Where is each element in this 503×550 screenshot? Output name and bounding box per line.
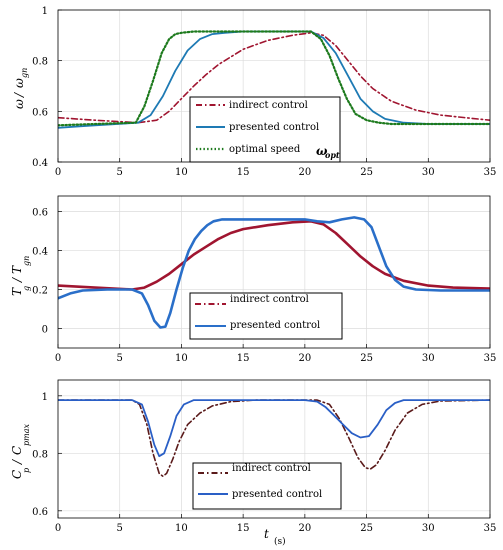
panel-speed-annotation: ω [316,144,328,158]
series-line-presented-control [58,399,490,458]
x-axis-label: t [264,527,269,541]
panel-speed-ylabel-slash: / [12,91,26,98]
x-tick-label: 35 [484,353,497,364]
x-tick-label: 35 [484,167,497,178]
panel-torque-ylabel-T2: T [10,265,24,274]
x-tick-label: 20 [298,353,311,364]
panel-cp-grid [58,380,490,518]
panel-speed: 0 5 10 15 20 25 30 35 0.4 0.6 0.8 1 ω / ω gn indire… [12,6,496,178]
panel-torque-ylabel-T-sub: g [22,286,31,291]
y-tick-label: 0.4 [32,247,48,258]
x-tick-label: 25 [360,167,373,178]
y-tick-label: 1 [42,392,48,403]
x-tick-label: 10 [175,523,188,534]
panel-torque-ylabel-T2-sub: gn [22,256,31,266]
panel-power-coefficient: 0 5 10 15 20 25 30 35 0.6 0.8 1 C p / C pmax indir… [10,379,496,534]
x-tick-label: 0 [55,167,61,178]
y-tick-label: 0.4 [32,158,48,169]
legend-optimal-label: optimal speed [229,144,301,155]
y-tick-label: 0.8 [32,57,48,68]
x-tick-label: 20 [298,523,311,534]
y-tick-label: 0.6 [32,107,48,118]
legend-indirect-label: indirect control [229,100,308,111]
panel-torque-frame [57,195,491,349]
legend-torque-indirect-label: indirect control [230,294,309,305]
legend-cp-presented-label: presented control [232,489,322,500]
panel-speed-legend: indirect control presented control optim… [189,96,341,163]
panel-cp-legend: indirect control presented control [192,462,342,510]
panel-cp-ticks: 0 5 10 15 20 25 30 35 0.6 0.8 1 [32,392,496,534]
panel-torque-ylabel-slash: / [10,276,24,283]
y-tick-label: 0 [42,325,48,336]
y-tick-label: 0.8 [32,449,48,460]
x-tick-label: 0 [55,523,61,534]
panel-cp-ylabel-slash: / [10,458,24,465]
panel-cp-ylabel-C-sub: p [22,468,31,473]
panel-torque-series [58,216,490,329]
y-tick-label: 0.2 [32,286,48,297]
y-tick-label: 1 [42,6,48,17]
x-tick-label: 20 [298,167,311,178]
panel-torque-ticks: 0 5 10 15 20 25 30 35 0 0.2 0.4 0.6 [32,208,496,364]
x-tick-label: 15 [237,523,250,534]
x-tick-label: 35 [484,523,497,534]
series-line-indirect-control [58,220,490,291]
series-line-indirect-control [58,31,490,124]
x-tick-label: 30 [422,353,435,364]
legend-cp-indirect-label: indirect control [232,463,311,474]
panel-cp-ylabel-C2-sub: pmax [22,424,31,446]
legend-torque-presented-label: presented control [230,320,320,331]
x-axis-unit: (s) [274,536,286,547]
x-tick-label: 5 [117,523,123,534]
panel-torque-legend: indirect control presented control [189,292,343,340]
x-tick-label: 15 [237,167,250,178]
x-tick-label: 10 [175,353,188,364]
panel-torque-ylabel-T: T [10,287,24,296]
panel-cp-series [58,399,490,478]
x-tick-label: 25 [360,523,373,534]
x-tick-label: 30 [422,167,435,178]
panel-cp-ylabel-C2: C [10,446,24,455]
panel-torque: 0 5 10 15 20 25 30 35 0 0.2 0.4 0.6 T g / T gn indi… [10,195,496,364]
x-tick-label: 30 [422,523,435,534]
series-line-presented-control [58,216,490,329]
x-tick-label: 10 [175,167,188,178]
panel-speed-series [58,30,490,129]
y-tick-label: 0.6 [32,507,48,518]
x-tick-label: 5 [117,353,123,364]
panel-speed-annotation-sub: opt [325,150,340,160]
legend-presented-label: presented control [229,122,319,133]
x-tick-label: 25 [360,353,373,364]
x-tick-label: 15 [237,353,250,364]
series-line-optimal-speed [58,30,490,127]
panel-speed-ylabel-den-sub: gn [20,68,29,78]
x-tick-label: 0 [55,353,61,364]
panel-speed-ylabel-den: ω [12,78,26,88]
x-tick-label: 5 [117,167,123,178]
panel-cp-ylabel-C: C [10,470,24,479]
panel-cp-frame [57,379,491,519]
y-tick-label: 0.6 [32,208,48,219]
panel-speed-ylabel-num: ω [12,99,26,109]
